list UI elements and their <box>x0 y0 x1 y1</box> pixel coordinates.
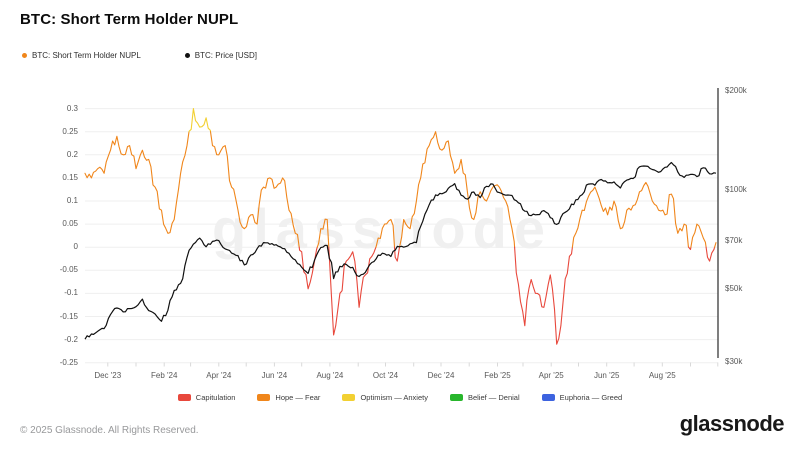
y-axis-tick-label: -0.05 <box>59 265 78 275</box>
regime-legend: Capitulation Hope — Fear Optimism — Anxiet… <box>0 393 800 402</box>
x-axis-tick-label: Feb '24 <box>150 371 178 380</box>
series-legend-item-price[interactable]: BTC: Price [USD] <box>184 51 258 60</box>
x-axis-tick-label: Dec '24 <box>427 371 455 380</box>
regime-swatch-icon <box>257 394 271 401</box>
y-axis-tick-label: 0.15 <box>62 172 78 182</box>
regime-legend-item: Optimism — Anxiety <box>342 393 428 402</box>
x-axis-tick-label: Oct '24 <box>372 371 399 380</box>
regime-legend-item: Belief — Denial <box>449 393 520 402</box>
x-axis-tick-label: Jun '25 <box>593 371 620 380</box>
regime-label: Belief — Denial <box>467 393 520 402</box>
series-legend: BTC: Short Term Holder NUPL BTC: Price [… <box>22 51 257 60</box>
regime-swatch-icon <box>541 394 555 401</box>
price-axis-tick-label: $100k <box>725 185 747 194</box>
price-axis-tick-label: $50k <box>725 284 743 294</box>
regime-label: Hope — Fear <box>275 393 321 402</box>
x-axis-tick-label: Apr '25 <box>538 371 564 380</box>
y-axis-tick-label: 0.2 <box>66 149 78 159</box>
x-axis-tick-label: Feb '25 <box>484 371 511 380</box>
series-label: BTC: Short Term Holder NUPL <box>32 51 141 60</box>
regime-label: Euphoria — Greed <box>559 393 623 402</box>
x-axis-tick-label: Aug '25 <box>648 371 676 380</box>
glassnode-watermark: glassnode <box>212 197 552 260</box>
regime-legend-item: Hope — Fear <box>257 393 320 402</box>
price-axis-tick-label: $200k <box>725 85 747 95</box>
regime-label: Optimism — Anxiety <box>360 393 428 402</box>
page-title: BTC: Short Term Holder NUPL <box>20 11 239 28</box>
regime-legend-item: Euphoria — Greed <box>541 393 623 402</box>
y-axis-tick-label: -0.15 <box>59 311 78 321</box>
y-axis-tick-label: -0.1 <box>64 288 78 298</box>
price-axis-tick-label: $70k <box>725 235 743 245</box>
regime-swatch-icon <box>342 394 356 401</box>
regime-label: Capitulation <box>195 393 236 402</box>
glassnode-logo: glassnode <box>679 411 785 436</box>
y-axis-tick-label: -0.25 <box>59 357 78 367</box>
x-axis-tick-label: Apr '24 <box>206 371 232 380</box>
regime-legend-item: Capitulation <box>177 393 236 402</box>
price-axis-tick-label: $30k <box>725 357 743 367</box>
copyright-text: © 2025 Glassnode. All Rights Reserved. <box>20 425 199 436</box>
y-axis-tick-label: 0.3 <box>66 103 78 113</box>
series-dot-icon <box>22 53 27 58</box>
y-axis-tick-label: 0 <box>73 242 78 252</box>
series-legend-item-nupl[interactable]: BTC: Short Term Holder NUPL <box>22 51 141 60</box>
x-axis-tick-label: Jun '24 <box>261 371 288 380</box>
regime-swatch-icon <box>449 394 463 401</box>
y-axis-tick-label: -0.2 <box>64 334 78 344</box>
regime-swatch-icon <box>177 394 191 401</box>
y-axis-tick-label: 0.05 <box>62 219 78 229</box>
y-axis-tick-label: 0.25 <box>62 126 78 136</box>
series-dot-icon <box>184 53 190 58</box>
x-axis-tick-label: Aug '24 <box>316 371 344 380</box>
x-axis-tick-label: Dec '23 <box>94 371 122 380</box>
y-axis-tick-label: 0.1 <box>66 196 78 205</box>
series-label: BTC: Price [USD] <box>194 51 258 60</box>
